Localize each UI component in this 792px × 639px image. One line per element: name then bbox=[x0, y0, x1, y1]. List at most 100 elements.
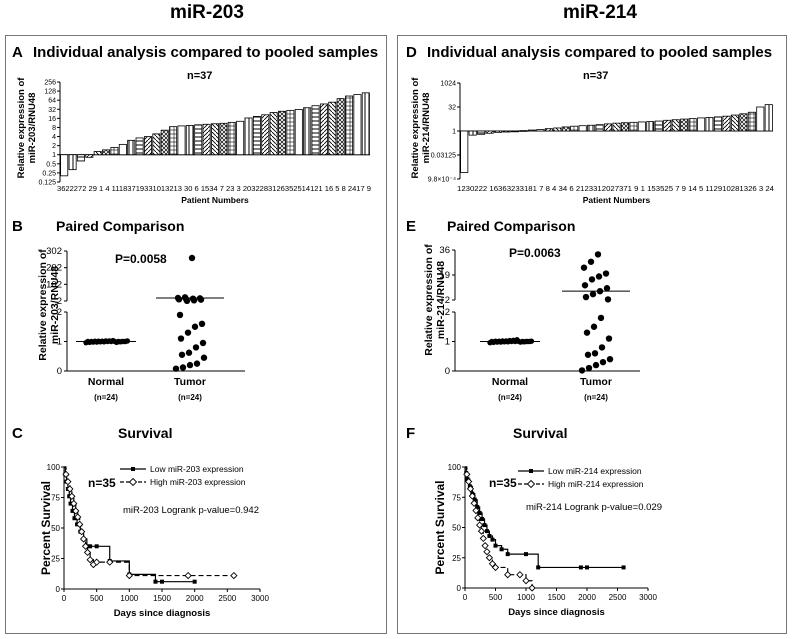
panel-f-letter: F bbox=[406, 425, 415, 442]
panel-f-series-high-marker-5 bbox=[470, 499, 478, 507]
panel-c-series-high-marker-9 bbox=[78, 528, 86, 536]
panel-c-series-low-marker-7 bbox=[72, 516, 77, 521]
panel-b-n-normal: (n=24) bbox=[94, 393, 118, 402]
panel-d-bar-21 bbox=[587, 124, 596, 132]
panel-c-letter: C bbox=[12, 425, 23, 442]
panel-b-tumor-point-2 bbox=[186, 361, 194, 369]
panel-f-series-low-marker-5 bbox=[472, 497, 477, 502]
panel-a-bar-28 bbox=[261, 114, 270, 156]
panel-b-lower-tick-label-2: 0 bbox=[57, 366, 62, 377]
panel-b-lower-tick-label-1: 1 bbox=[57, 337, 62, 348]
panel-f-legend-label-0: Low miR-214 expression bbox=[548, 466, 642, 476]
panel-d-ytick-label-1: 32 bbox=[448, 105, 456, 112]
panel-a-bar-17 bbox=[353, 94, 362, 156]
panel-b-upper-tick-label-3: 2 bbox=[57, 296, 62, 307]
panel-c-ylabel: Percent Survival bbox=[39, 481, 53, 575]
panel-a-bar-16 bbox=[319, 103, 328, 156]
panel-a-ytick-label-5: 8 bbox=[52, 125, 56, 132]
panel-a-bar-26 bbox=[278, 110, 287, 156]
panel-d-bar-10 bbox=[730, 114, 739, 132]
panel-f-ylabel: Percent Survival bbox=[433, 480, 447, 574]
panel-f-series-low-marker-15 bbox=[505, 552, 510, 557]
panel-f-xtick-label-2: 1000 bbox=[517, 593, 535, 602]
panel-f-series-high-marker-12 bbox=[483, 548, 491, 556]
panel-c-ytick-label-2: 50 bbox=[51, 524, 60, 533]
panel-e-tumor-point-4 bbox=[606, 356, 614, 363]
panel-c-series-low-marker-18 bbox=[192, 579, 197, 584]
panel-e-tumor-point-3 bbox=[599, 358, 607, 366]
panel-b-tumor-point-23 bbox=[188, 254, 196, 262]
panel-d-bar-31 bbox=[604, 123, 613, 132]
panel-b-tumor-point-19 bbox=[189, 295, 197, 302]
panel-d-bar-19 bbox=[637, 121, 646, 132]
panel-c-ytick-label-0: 0 bbox=[56, 585, 61, 594]
panel-c-xtick-label-0: 0 bbox=[62, 594, 67, 603]
panel-d-bar-30 bbox=[477, 130, 486, 135]
panel-a-title: Individual analysis compared to pooled s… bbox=[33, 44, 378, 61]
panel-e-ylabel-1: miR-214/RNU48 bbox=[435, 261, 447, 339]
panel-d-bar-24 bbox=[764, 104, 773, 132]
panel-a-bar-1 bbox=[102, 149, 111, 156]
panel-c-series-low-marker-12 bbox=[88, 544, 93, 549]
panel-a-bar-9 bbox=[361, 92, 370, 156]
panel-f-series-high-marker-17 bbox=[516, 571, 524, 579]
panel-a-bar-14 bbox=[303, 107, 312, 156]
panel-a-bar-11 bbox=[118, 143, 127, 156]
panel-e-xtick-tumor: Tumor bbox=[580, 376, 612, 388]
panel-b-xtick-tumor: Tumor bbox=[174, 376, 206, 388]
panel-e-tumor-point-14 bbox=[589, 290, 597, 298]
panel-b-tumor-point-13 bbox=[176, 311, 184, 319]
panel-f-series-high-marker-10 bbox=[479, 534, 487, 543]
panel-d-ylabel-1: miR-214/RNU48 bbox=[421, 93, 432, 164]
panel-f-series-low-marker-9 bbox=[482, 523, 487, 528]
panel-d-bar-11 bbox=[713, 116, 723, 132]
panel-d-bar-27 bbox=[620, 122, 629, 132]
panel-f-series-high-marker-15 bbox=[491, 563, 500, 572]
panel-f-series-high-marker-16 bbox=[504, 571, 512, 579]
panel-c-legend-marker-0 bbox=[131, 467, 135, 471]
panel-a-bar-5 bbox=[328, 101, 337, 156]
panel-a-letter: A bbox=[12, 44, 23, 61]
panel-a-bar-36 bbox=[60, 154, 69, 177]
panel-c-series-high-marker-4 bbox=[68, 492, 76, 500]
panel-e-tumor-point-12 bbox=[604, 296, 612, 303]
panel-f-series-low-marker-14 bbox=[499, 547, 504, 552]
panel-b-lower-tick-label-0: 2 bbox=[57, 307, 62, 318]
panel-f-series-high-marker-6 bbox=[472, 506, 480, 515]
panel-c-logrank-text: miR-203 Logrank p-value=0.942 bbox=[123, 505, 259, 516]
panel-f-series-low-marker-2 bbox=[465, 477, 470, 482]
panel-d-ytick-label-4: 9.8×10⁻⁴ bbox=[428, 176, 456, 183]
panel-e-lower-tick-label-2: 0 bbox=[445, 366, 450, 377]
panel-f-series-high-marker-18 bbox=[522, 577, 530, 585]
panel-f-series-high-marker-4 bbox=[468, 492, 476, 500]
panel-b-tumor-point-12 bbox=[198, 320, 206, 327]
panel-a-bar-3 bbox=[236, 120, 245, 156]
panel-d-bar-9 bbox=[688, 118, 697, 132]
panel-d-n-label: n=37 bbox=[583, 70, 608, 82]
panel-b-tumor-point-5 bbox=[178, 351, 186, 358]
panel-e-tumor-point-17 bbox=[581, 282, 589, 289]
panel-d-bar-23 bbox=[595, 124, 604, 132]
panel-f-series-low-marker-16 bbox=[524, 552, 528, 557]
panel-f-series-high-marker-11 bbox=[481, 542, 489, 550]
panel-a-bar-21 bbox=[177, 125, 186, 156]
panel-a-ylabel-1: miR-203/RNU48 bbox=[27, 93, 38, 164]
panel-f-ytick-label-3: 75 bbox=[452, 493, 461, 502]
panel-d-letter: D bbox=[406, 44, 417, 61]
panel-b-tumor-point-6 bbox=[185, 349, 193, 356]
panel-f-legend-marker-1 bbox=[526, 479, 536, 489]
panel-e-tumor-point-9 bbox=[583, 329, 591, 336]
figure-frame-right bbox=[397, 35, 787, 634]
panel-e-tumor-point-20 bbox=[602, 270, 610, 277]
panel-e-letter: E bbox=[406, 218, 416, 235]
panel-e-tumor-point-2 bbox=[592, 361, 600, 369]
panel-f-xtick-label-4: 2000 bbox=[578, 593, 596, 602]
panel-a-bar-10 bbox=[160, 129, 169, 156]
panel-e-title: Paired Comparison bbox=[447, 218, 575, 234]
panel-e-ylabel-0: Relative expression of bbox=[423, 244, 435, 356]
panel-f-xtick-label-5: 2500 bbox=[609, 593, 627, 602]
panel-e-tumor-point-19 bbox=[595, 273, 603, 280]
panel-f-series-high-marker-1 bbox=[463, 470, 471, 478]
panel-f-series-high-marker-8 bbox=[476, 521, 484, 529]
